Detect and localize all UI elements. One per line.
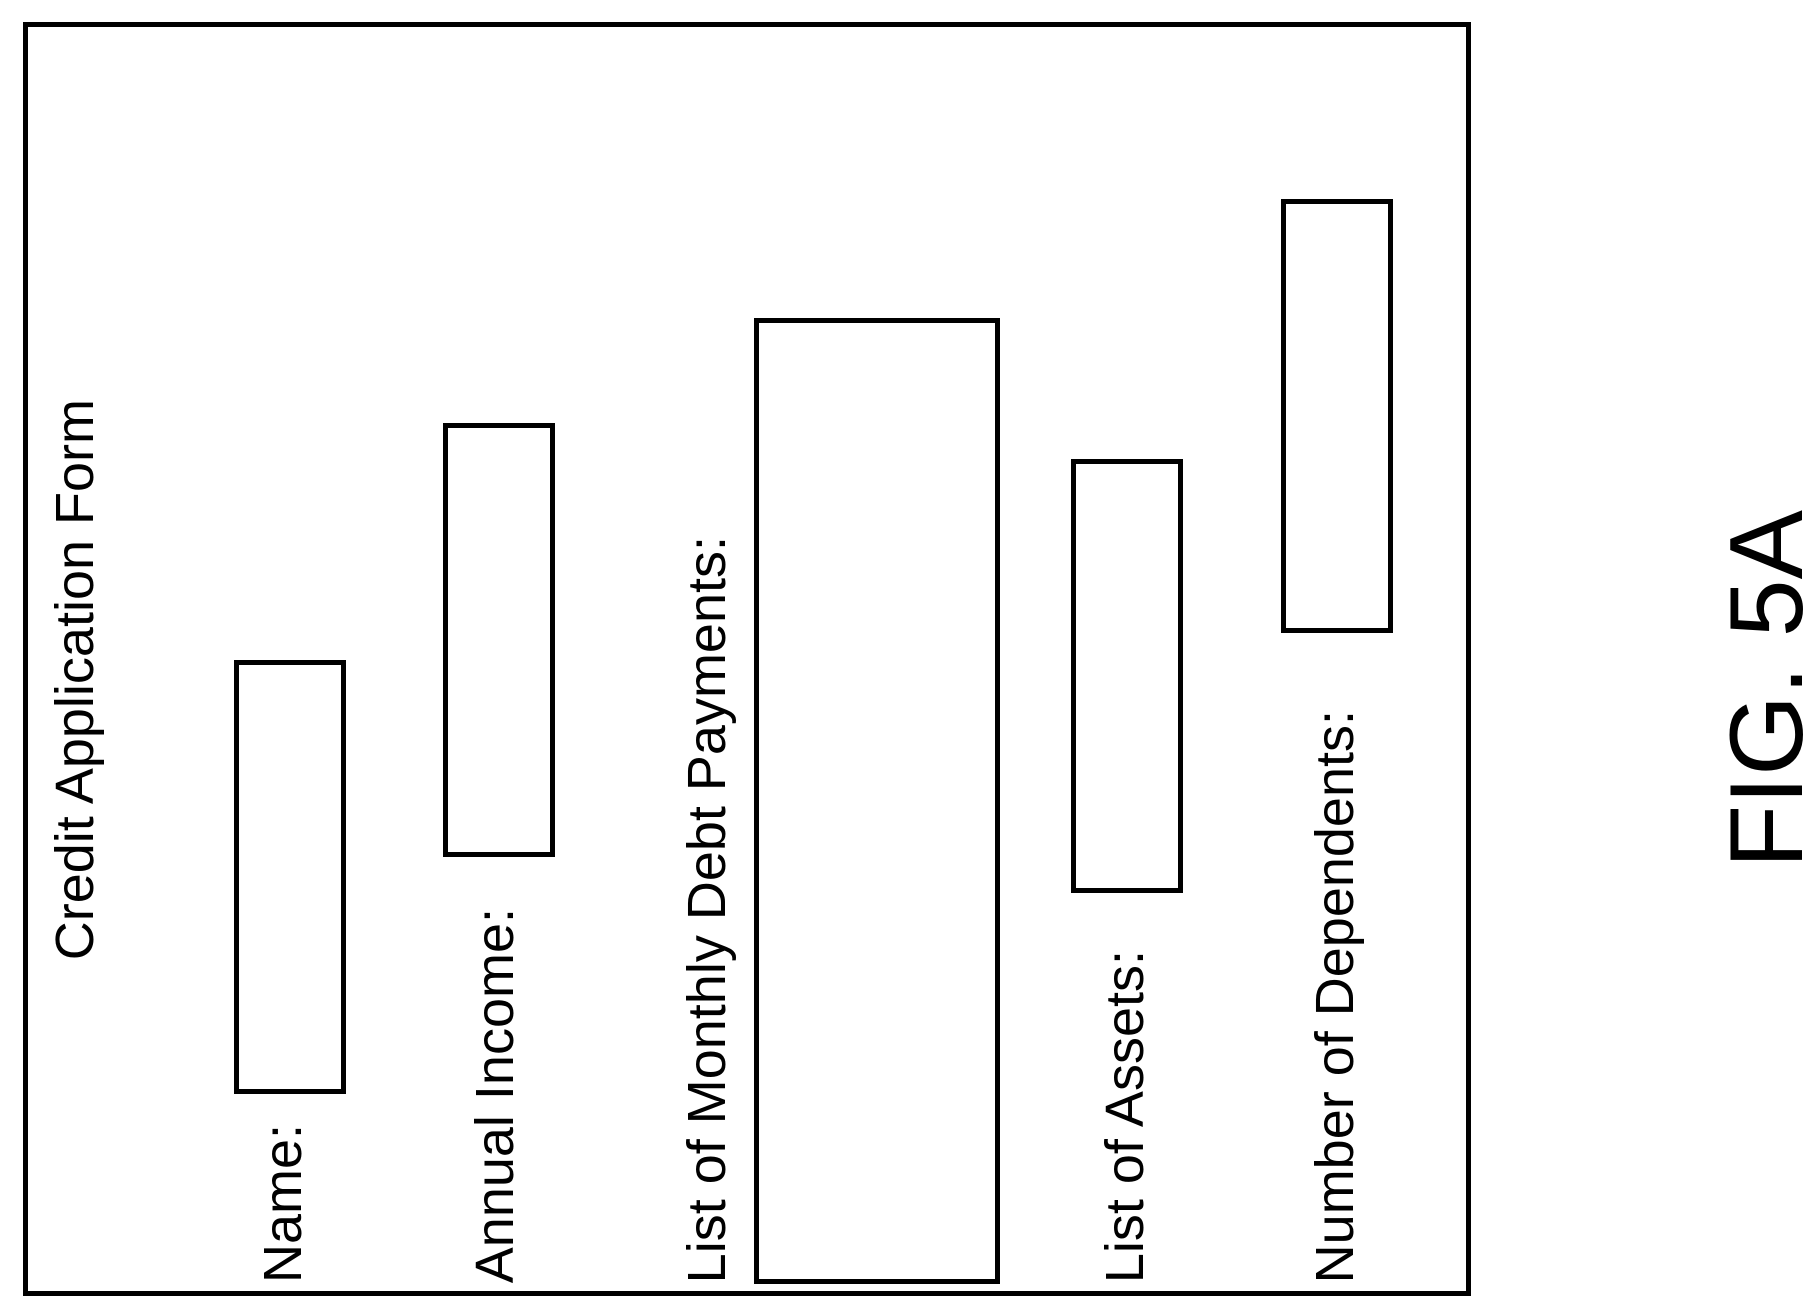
name-label: Name: bbox=[253, 1123, 313, 1283]
annual-income-label: Annual Income: bbox=[465, 907, 525, 1283]
form-title: Credit Application Form bbox=[45, 398, 105, 960]
list-of-assets-field[interactable] bbox=[1071, 459, 1183, 893]
annual-income-field[interactable] bbox=[443, 423, 555, 857]
monthly-debt-payments-label: List of Monthly Debt Payments: bbox=[677, 535, 737, 1283]
name-field[interactable] bbox=[234, 660, 346, 1094]
credit-application-form bbox=[23, 22, 1471, 1296]
monthly-debt-payments-field[interactable] bbox=[754, 318, 1000, 1284]
list-of-assets-label: List of Assets: bbox=[1095, 949, 1155, 1283]
number-of-dependents-field[interactable] bbox=[1281, 199, 1393, 633]
number-of-dependents-label: Number of Dependents: bbox=[1305, 709, 1365, 1283]
figure-caption: FIG. 5A bbox=[1709, 510, 1812, 869]
